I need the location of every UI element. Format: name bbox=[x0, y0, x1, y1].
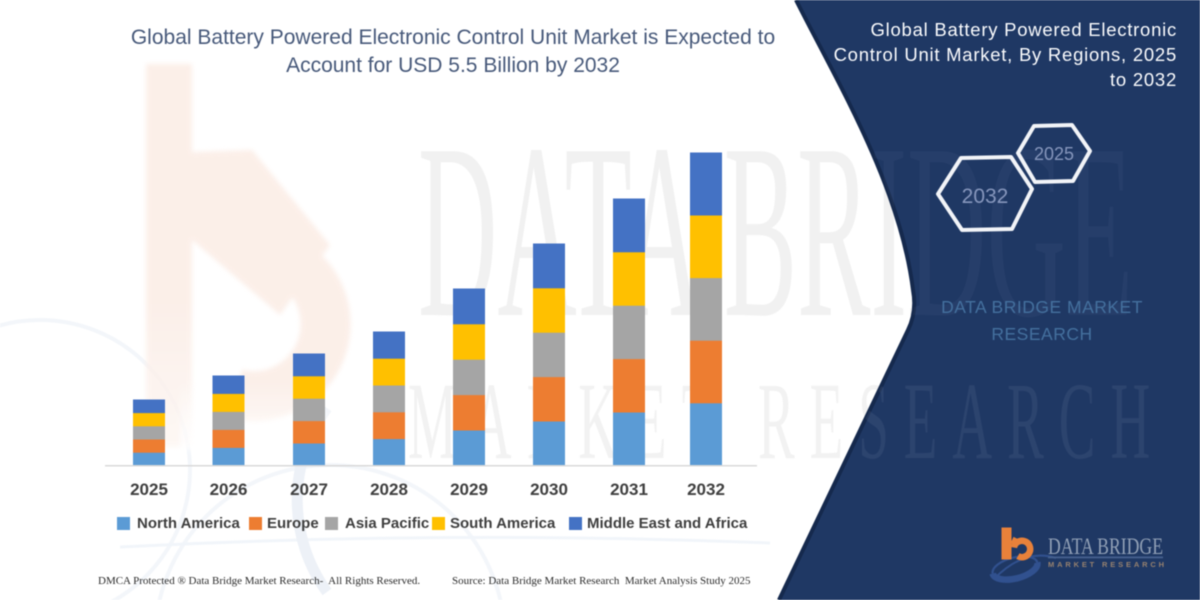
svg-text:DATA BRIDGE: DATA BRIDGE bbox=[1048, 534, 1163, 559]
svg-text:2032: 2032 bbox=[962, 185, 1009, 208]
svg-text:2025: 2025 bbox=[1034, 144, 1074, 164]
svg-text:MARKET RESEARCH: MARKET RESEARCH bbox=[1048, 560, 1164, 569]
